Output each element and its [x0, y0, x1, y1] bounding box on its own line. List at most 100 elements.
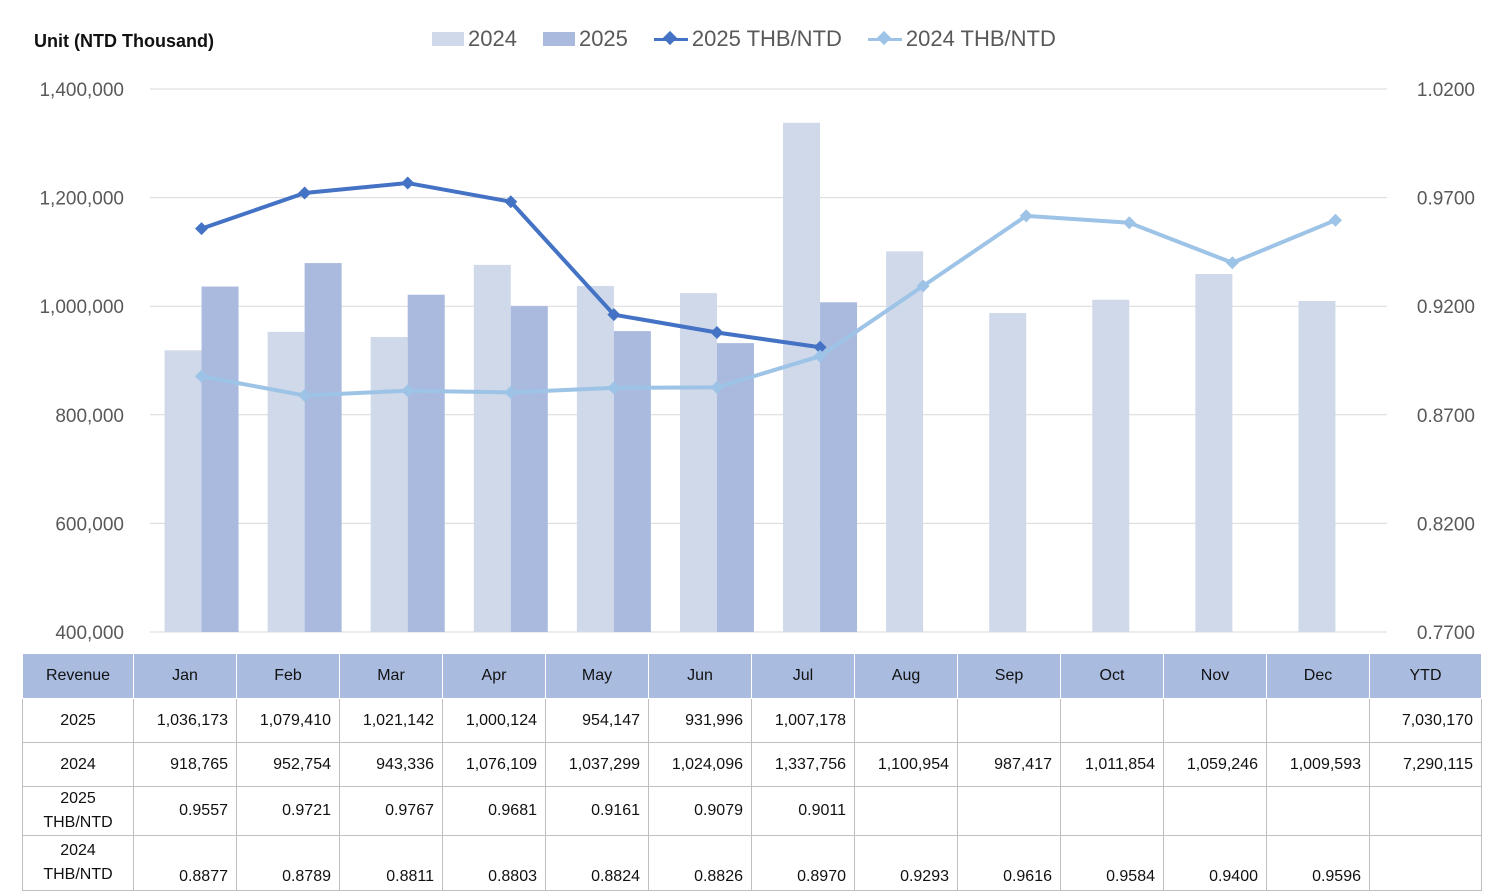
- table-cell: 0.8877: [133, 835, 237, 891]
- table-header-cell: Nov: [1163, 653, 1267, 699]
- table-cell: 0.9681: [442, 786, 546, 836]
- table-cell: [1163, 786, 1267, 836]
- y-tick-label: 1,000,000: [39, 297, 124, 318]
- table-cell: [854, 786, 958, 836]
- table-cell: 1,000,124: [442, 698, 546, 743]
- line-2024-thb-ntd: [201, 213, 1337, 398]
- table-cell: 952,754: [236, 742, 340, 787]
- table-cell: 931,996: [648, 698, 752, 743]
- bar-2024: [989, 313, 1027, 632]
- table-cell: 1,009,593: [1266, 742, 1370, 787]
- table-cell: 0.9079: [648, 786, 752, 836]
- table-cell: 1,011,854: [1060, 742, 1164, 787]
- marker-2024-thb-ntd: [1019, 209, 1033, 223]
- marker-2024-thb-ntd: [195, 369, 209, 383]
- bar-2024: [1298, 300, 1336, 632]
- table-header-cell: Apr: [442, 653, 546, 699]
- legend-label-2024: 2024: [468, 26, 517, 51]
- table-cell: 943,336: [339, 742, 443, 787]
- table-cell: 0.8789: [236, 835, 340, 891]
- bar-2024: [1092, 299, 1130, 632]
- revenue-chart: 400,000 0.7700 600,000 0.8200 800,000 0.8700 1…: [39, 80, 1475, 644]
- bar-2025: [201, 286, 239, 632]
- table-cell: 1,037,299: [545, 742, 649, 787]
- legend-label-2024-thb-ntd: 2024 THB/NTD: [905, 26, 1056, 51]
- marker-2025-thb-ntd: [607, 308, 621, 322]
- table-cell: 1,007,178: [751, 698, 855, 743]
- table-cell: [957, 786, 1061, 836]
- table-cell: [1060, 786, 1164, 836]
- legend-item-2024: 2024: [432, 26, 517, 52]
- y2-tick-label: 0.8200: [1417, 514, 1475, 535]
- table-header-row: Revenue Jan Feb Mar Apr May Jun Jul Aug Sep Oct Nov…: [22, 653, 1482, 699]
- bar-2025: [304, 263, 342, 632]
- y-tick-label: 400,000: [55, 623, 124, 644]
- table-cell: 7,030,170: [1369, 698, 1482, 743]
- table-header-cell: Feb: [236, 653, 340, 699]
- table-header-cell: Dec: [1266, 653, 1370, 699]
- y-tick-label: 1,400,000: [39, 80, 124, 101]
- table-cell: 0.9616: [957, 835, 1061, 891]
- table-cell: [1369, 835, 1482, 891]
- legend-item-2025-thb-ntd: 2025 THB/NTD: [653, 26, 842, 52]
- marker-2024-thb-ntd: [1328, 213, 1342, 227]
- table-cell: 1,036,173: [133, 698, 237, 743]
- table-cell: [957, 698, 1061, 743]
- table-cell: 0.8803: [442, 835, 546, 891]
- marker-2024-thb-ntd: [401, 384, 415, 398]
- table-header-cell: Sep: [957, 653, 1061, 699]
- marker-2025-thb-ntd: [710, 325, 724, 339]
- table-cell: 0.8824: [545, 835, 649, 891]
- revenue-table: Revenue Jan Feb Mar Apr May Jun Jul Aug Sep Oct Nov…: [22, 653, 1482, 891]
- table-cell: 1,021,142: [339, 698, 443, 743]
- legend-swatch-2025-thb-ntd: [653, 30, 688, 46]
- table-cell: 0.8826: [648, 835, 752, 891]
- table-header-cell: Jun: [648, 653, 752, 699]
- table-cell: 1,059,246: [1163, 742, 1267, 787]
- legend-label-2025: 2025: [578, 26, 628, 51]
- table-cell: 0.9293: [854, 835, 958, 891]
- table-cell: 1,076,109: [442, 742, 546, 787]
- bar-2024: [473, 264, 511, 632]
- table-cell: 0.8811: [339, 835, 443, 891]
- table-row-header: 2024: [22, 742, 134, 787]
- bar-2024: [576, 285, 614, 632]
- legend-swatch-2025: [542, 32, 575, 46]
- table-header-cell: Aug: [854, 653, 958, 699]
- unit-label: Unit (NTD Thousand): [34, 31, 214, 51]
- y2-tick-label: 0.8700: [1417, 406, 1475, 427]
- y2-tick-label: 1.0200: [1417, 80, 1475, 101]
- table-cell: 1,024,096: [648, 742, 752, 787]
- table-cell: [854, 698, 958, 743]
- table-row-header: 2025: [22, 698, 134, 743]
- bar-2024: [267, 331, 305, 632]
- marker-2024-thb-ntd: [607, 381, 621, 395]
- legend-swatch-2024: [432, 32, 464, 46]
- marker-2024-thb-ntd: [298, 388, 312, 402]
- table-header-cell: Mar: [339, 653, 443, 699]
- table-cell: 1,100,954: [854, 742, 958, 787]
- marker-2024-thb-ntd: [916, 279, 930, 293]
- table-cell: [1369, 786, 1482, 836]
- table-cell: 0.8970: [751, 835, 855, 891]
- table-cell: 0.9767: [339, 786, 443, 836]
- bar-2024: [164, 350, 202, 632]
- y2-tick-label: 0.7700: [1417, 623, 1475, 644]
- bar-2024: [1195, 274, 1233, 632]
- table-cell: [1266, 698, 1370, 743]
- marker-2024-thb-ntd: [813, 349, 827, 363]
- bar-2024: [886, 251, 924, 633]
- bar-2024: [679, 293, 717, 632]
- table-cell: 987,417: [957, 742, 1061, 787]
- table-row-header: 2024 THB/NTD: [22, 835, 134, 891]
- table-header-cell: YTD: [1369, 653, 1482, 699]
- legend-label-2025-thb-ntd: 2025 THB/NTD: [691, 26, 842, 51]
- y-tick-label: 800,000: [55, 406, 124, 427]
- table-cell: 954,147: [545, 698, 649, 743]
- marker-2024-thb-ntd: [710, 380, 724, 394]
- bar-2025: [407, 294, 445, 632]
- table-cell: 918,765: [133, 742, 237, 787]
- table-row: 2025 THB/NTD 0.9557 0.9721 0.9767 0.9681 0.91…: [22, 786, 1482, 836]
- bar-2025: [510, 306, 548, 632]
- table-cell: 0.9596: [1266, 835, 1370, 891]
